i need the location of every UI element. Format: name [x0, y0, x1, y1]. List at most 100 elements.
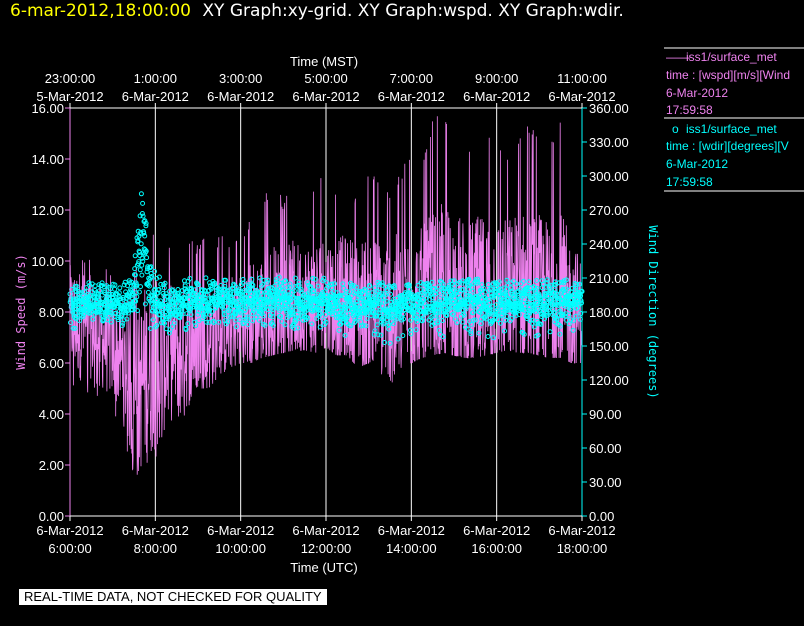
wdir-point: [265, 277, 271, 283]
wdir-point: [279, 284, 285, 290]
wdir-point: [160, 290, 166, 296]
wdir-point: [227, 289, 233, 295]
axes: 0.00 2.00 4.00 6.00 8.00 10.00 12.00 14.00 16.00…: [31, 71, 628, 556]
wdir-point: [429, 279, 435, 285]
wdir-point: [118, 296, 124, 302]
wdir-point: [547, 329, 553, 335]
wdir-point: [134, 282, 140, 288]
wdir-point: [388, 291, 393, 297]
wdir-point: [177, 315, 183, 321]
wdir-point: [480, 285, 486, 291]
wdir-point: [503, 308, 509, 314]
wdir-point: [101, 290, 107, 296]
wdir-point: [382, 340, 388, 345]
wdir-point: [415, 283, 421, 288]
wdir-point: [468, 328, 474, 334]
wdir-point: [486, 297, 492, 302]
wdir-point: [374, 322, 380, 328]
wdir-point: [152, 308, 158, 314]
wdir-point: [152, 268, 157, 274]
wdir-point: [531, 324, 537, 330]
wdir-point: [444, 309, 450, 315]
header-graph-list: XY Graph:xy-grid. XY Graph:wspd. XY Grap…: [202, 1, 624, 21]
wdir-point: [74, 284, 80, 289]
y-left-tick-label: 8.00: [39, 305, 64, 320]
wdir-point: [499, 312, 505, 318]
wdir-point: [566, 312, 572, 318]
wdir-point: [144, 269, 150, 275]
wdir-point: [195, 311, 201, 317]
wdir-point: [112, 282, 118, 288]
header-datetime: 6-mar-2012,18:00:00: [10, 1, 191, 21]
y-right-tick-label: 300.00: [589, 169, 629, 184]
wdir-point: [296, 279, 302, 285]
wdir-point: [550, 307, 556, 313]
wdir-point: [136, 289, 142, 295]
wdir-point: [283, 278, 288, 284]
wdir-point: [386, 322, 392, 328]
wdir-point: [530, 317, 536, 323]
wdir-point: [102, 301, 108, 307]
wdir-point: [249, 276, 255, 282]
wdir-point: [375, 298, 381, 304]
wdir-point: [117, 285, 123, 291]
wdir-point: [502, 328, 507, 334]
wdir-point: [107, 291, 113, 297]
wdir-point: [122, 279, 128, 285]
wdir-point: [317, 324, 323, 330]
wdir-point: [124, 316, 130, 322]
wdir-point: [414, 319, 420, 325]
wdir-point: [440, 318, 446, 323]
x-top-tick-date: 6-Mar-2012: [207, 89, 274, 104]
wdir-point: [344, 314, 350, 320]
wdir-point: [372, 328, 378, 334]
wdir-point: [192, 287, 198, 293]
wdir-point: [233, 324, 239, 330]
wdir-point: [400, 333, 406, 339]
wdir-point: [470, 310, 476, 315]
wdir-point: [329, 281, 335, 287]
x-top-tick-time: 3:00:00: [219, 71, 262, 86]
wdir-point: [296, 282, 302, 288]
wdir-point: [143, 223, 149, 229]
wdir-point: [159, 320, 164, 326]
y-right-tick-label: 30.00: [589, 475, 622, 490]
wdir-point: [491, 335, 497, 341]
wdir-point: [132, 253, 138, 259]
wdir-point: [165, 297, 171, 303]
wdir-point: [446, 282, 452, 288]
wdir-point: [491, 292, 497, 298]
wdir-point: [483, 316, 489, 322]
wdir-point: [321, 275, 327, 281]
wdir-point: [363, 323, 369, 329]
wdir-point: [99, 283, 105, 288]
wdir-point: [348, 293, 354, 299]
wdir-point: [137, 267, 143, 273]
wdir-point: [576, 302, 582, 308]
wdir-point: [469, 321, 474, 327]
wdir-point: [323, 319, 329, 325]
x-bottom-tick-time: 8:00:00: [134, 541, 177, 556]
wdir-point: [348, 323, 354, 329]
wdir-point: [570, 327, 576, 333]
wdir-point: [272, 283, 278, 289]
wdir-point: [383, 292, 389, 298]
wdir-point: [509, 315, 515, 321]
x-bottom-tick-date: 6-Mar-2012: [36, 523, 103, 538]
wdir-point: [328, 298, 334, 304]
x-top-tick-time: 1:00:00: [134, 71, 177, 86]
x-top-tick-time: 9:00:00: [475, 71, 518, 86]
wdir-point: [448, 278, 454, 284]
wdir-point: [154, 323, 160, 328]
wdir-point: [199, 309, 205, 315]
wdir-point: [501, 285, 507, 291]
wdir-point: [138, 241, 144, 247]
wdir-point: [135, 308, 140, 314]
y-right-tick-label: 150.00: [589, 339, 629, 354]
wdir-point: [280, 287, 285, 293]
wdir-point: [72, 325, 78, 331]
y-right-tick-label: 0.00: [589, 509, 614, 524]
header: 6-mar-2012,18:00:00 XY Graph:xy-grid. XY…: [10, 1, 624, 21]
wdir-point: [496, 279, 502, 285]
legend-wdir-symbol: o: [672, 122, 679, 136]
